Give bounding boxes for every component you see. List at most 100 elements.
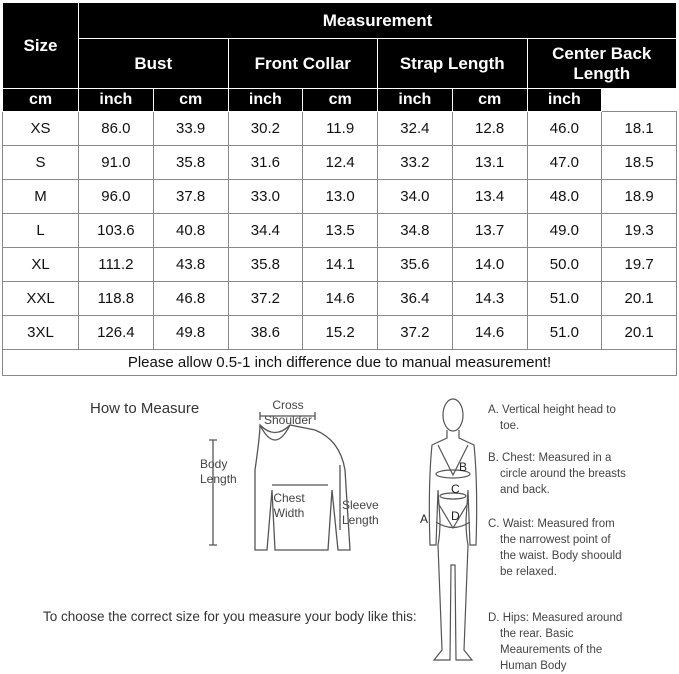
value-cell: 11.9	[302, 111, 378, 146]
value-cell: 47.0	[526, 145, 603, 180]
value-cell: 13.7	[451, 213, 528, 248]
value-cell: 48.0	[526, 179, 603, 214]
value-cell: 33.0	[227, 179, 304, 214]
value-cell: 14.1	[302, 247, 378, 282]
value-cell: 49.8	[152, 315, 229, 350]
value-cell: 14.6	[302, 281, 378, 316]
measure-item: C. Waist: Measured from the narrowest po…	[488, 518, 622, 578]
value-cell: 18.1	[601, 111, 677, 146]
group-header: Front Collar	[227, 38, 378, 89]
value-cell: 37.2	[227, 281, 304, 316]
value-cell: 46.0	[526, 111, 603, 146]
value-cell: 20.1	[601, 315, 677, 350]
value-cell: 35.8	[152, 145, 229, 180]
value-cell: 50.0	[526, 247, 603, 282]
unit-header: inch	[78, 88, 154, 112]
unit-header: inch	[377, 88, 453, 112]
value-cell: 20.1	[601, 281, 677, 316]
value-cell: 35.8	[227, 247, 304, 282]
size-cell: XS	[2, 111, 79, 146]
value-cell: 126.4	[78, 315, 154, 350]
letter-c: C	[451, 482, 460, 496]
value-cell: 18.5	[601, 145, 677, 180]
value-cell: 46.8	[152, 281, 229, 316]
value-cell: 103.6	[78, 213, 154, 248]
value-cell: 14.3	[451, 281, 528, 316]
unit-header: cm	[302, 88, 378, 112]
measure-item: A. Vertical height head to toe.	[488, 404, 616, 432]
measurement-header: Measurement	[78, 2, 677, 39]
size-cell: L	[2, 213, 79, 248]
size-cell: S	[2, 145, 79, 180]
value-cell: 33.9	[152, 111, 229, 146]
value-cell: 15.2	[302, 315, 378, 350]
table-row: M 96.0 37.8 33.0 13.0 34.0 13.4 48.0 18.9	[2, 179, 677, 214]
letter-a: A	[420, 512, 428, 526]
value-cell: 86.0	[78, 111, 154, 146]
value-cell: 34.4	[227, 213, 304, 248]
value-cell: 118.8	[78, 281, 154, 316]
value-cell: 19.7	[601, 247, 677, 282]
value-cell: 12.4	[302, 145, 378, 180]
value-cell: 32.4	[377, 111, 453, 146]
table-row: XXL 118.8 46.8 37.2 14.6 36.4 14.3 51.0 20.1	[2, 281, 677, 316]
note-row: Please allow 0.5-1 inch difference due t…	[2, 349, 677, 376]
value-cell: 96.0	[78, 179, 154, 214]
unit-header: inch	[227, 88, 304, 112]
value-cell: 51.0	[526, 281, 603, 316]
value-cell: 111.2	[78, 247, 154, 282]
value-cell: 14.0	[451, 247, 528, 282]
letter-d: D	[451, 509, 460, 523]
value-cell: 12.8	[451, 111, 528, 146]
value-cell: 34.8	[377, 213, 453, 248]
value-cell: 14.6	[451, 315, 528, 350]
value-cell: 13.5	[302, 213, 378, 248]
body-figure: B C D A	[420, 398, 478, 661]
letter-b: B	[459, 460, 467, 474]
size-header: Size	[2, 2, 79, 89]
value-cell: 19.3	[601, 213, 677, 248]
value-cell: 31.6	[227, 145, 304, 180]
measure-item: D. Hips: Measured around the rear. Basic…	[488, 612, 623, 672]
value-cell: 18.9	[601, 179, 677, 214]
unit-header: inch	[526, 88, 603, 112]
value-cell: 34.0	[377, 179, 453, 214]
value-cell: 13.0	[302, 179, 378, 214]
table-row: S 91.0 35.8 31.6 12.4 33.2 13.1 47.0 18.5	[2, 145, 677, 180]
value-cell: 36.4	[377, 281, 453, 316]
size-cell: XXL	[2, 281, 79, 316]
body-length-label: Body Length	[200, 457, 237, 486]
instruction-text: To choose the correct size for you measu…	[43, 609, 417, 624]
table-row: XS 86.0 33.9 30.2 11.9 32.4 12.8 46.0 18.1	[2, 111, 677, 146]
value-cell: 43.8	[152, 247, 229, 282]
size-cell: XL	[2, 247, 79, 282]
value-cell: 35.6	[377, 247, 453, 282]
group-header: Bust	[78, 38, 229, 89]
unit-header: cm	[451, 88, 528, 112]
value-cell: 13.4	[451, 179, 528, 214]
size-chart-table: Size Measurement Bust Front Collar Strap L…	[2, 2, 677, 376]
measure-item: B. Chest: Measured in a circle around th…	[488, 452, 626, 496]
value-cell: 13.1	[451, 145, 528, 180]
value-cell: 33.2	[377, 145, 453, 180]
shirt-diagram	[209, 412, 351, 551]
unit-header: cm	[2, 88, 79, 112]
table-row: 3XL 126.4 49.8 38.6 15.2 37.2 14.6 51.0 20.1	[2, 315, 677, 350]
value-cell: 49.0	[526, 213, 603, 248]
table-row: XL 111.2 43.8 35.8 14.1 35.6 14.0 50.0 19.7	[2, 247, 677, 282]
chest-width-label: Chest Width	[273, 491, 305, 520]
group-header: Strap Length	[377, 38, 528, 89]
sleeve-length-label: Sleeve Length	[342, 498, 379, 527]
value-cell: 51.0	[526, 315, 603, 350]
unit-header: cm	[152, 88, 229, 112]
table-row: L 103.6 40.8 34.4 13.5 34.8 13.7 49.0 19.3	[2, 213, 677, 248]
how-to-measure-title: How to Measure	[90, 400, 200, 417]
group-header: Center Back Length	[526, 38, 677, 89]
value-cell: 91.0	[78, 145, 154, 180]
value-cell: 40.8	[152, 213, 229, 248]
value-cell: 30.2	[227, 111, 304, 146]
size-cell: M	[2, 179, 79, 214]
size-cell: 3XL	[2, 315, 79, 350]
value-cell: 38.6	[227, 315, 304, 350]
value-cell: 37.8	[152, 179, 229, 214]
